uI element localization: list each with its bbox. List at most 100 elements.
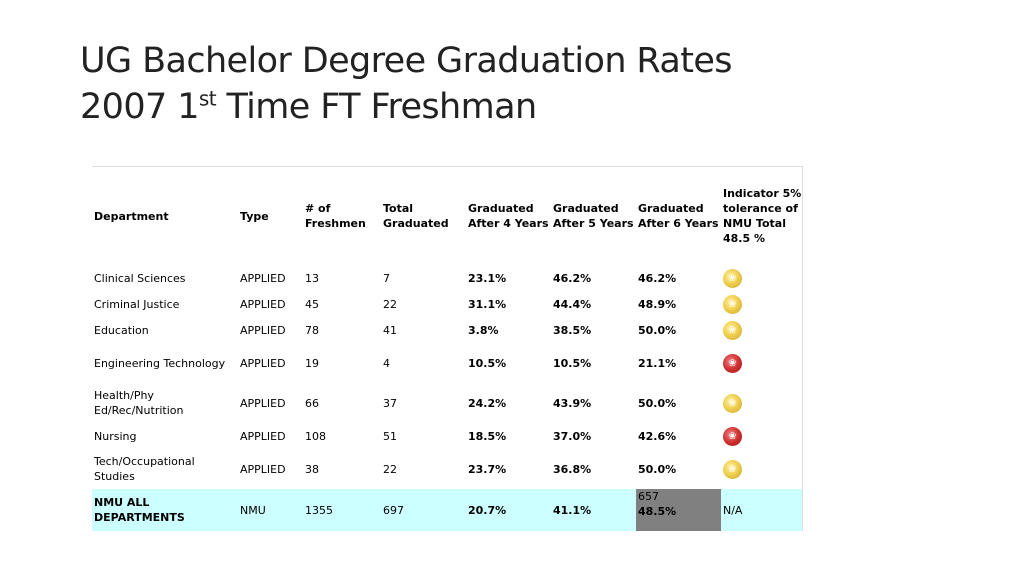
- cell-total-graduated: 37: [383, 396, 397, 410]
- cell-total-graduated: 51: [383, 429, 397, 443]
- cell-type: APPLIED: [240, 297, 286, 311]
- paw-print-icon: ❀: [728, 397, 737, 409]
- cell-after-5: 43.9%: [553, 396, 592, 410]
- cell-after-5: 44.4%: [553, 297, 592, 311]
- paw-medal-icon: ❀: [723, 393, 742, 413]
- cell-after-5: 37.0%: [553, 429, 592, 443]
- header-freshmen: # of Freshmen: [305, 202, 366, 230]
- cell-indicator: ❀: [721, 291, 802, 317]
- paw-medal-icon: ❀: [723, 320, 742, 340]
- cell-type: APPLIED: [240, 271, 286, 285]
- header-indicator: Indicator 5% tolerance of NMU Total 48.5…: [723, 187, 802, 245]
- cell-total-graduated: 22: [383, 462, 397, 476]
- cell-department: Nursing: [94, 429, 137, 443]
- cell-after-6: 50.0%: [638, 462, 677, 476]
- table-row: Tech/Occupational Studies APPLIED 38 22 23.7…: [92, 449, 802, 489]
- cell-after-4: 24.2%: [468, 396, 507, 410]
- cell-after-6: 21.1%: [638, 356, 677, 370]
- paw-medal-icon: ❀: [723, 268, 742, 288]
- cell-after-4: 23.7%: [468, 462, 507, 476]
- cell-indicator: ❀: [721, 317, 802, 343]
- cell-total-graduated: 7: [383, 271, 390, 285]
- table-row: Education APPLIED 78 41 3.8% 38.5% 50.0% ❀: [92, 317, 802, 343]
- slide-title: UG Bachelor Degree Graduation Rates 2007…: [80, 38, 733, 130]
- title-line-1: UG Bachelor Degree Graduation Rates: [80, 41, 733, 81]
- title-line-2-pre: 2007 1: [80, 87, 199, 127]
- total-department: NMU ALL DEPARTMENTS: [94, 496, 185, 524]
- cell-freshmen: 45: [305, 297, 319, 311]
- cell-after-6: 42.6%: [638, 429, 677, 443]
- cell-after-4: 23.1%: [468, 271, 507, 285]
- cell-department: Health/Phy Ed/Rec/Nutrition: [94, 389, 184, 417]
- cell-after-5: 36.8%: [553, 462, 592, 476]
- title-line-2-post: Time FT Freshman: [215, 87, 537, 127]
- cell-type: APPLIED: [240, 323, 286, 337]
- title-superscript: st: [198, 86, 217, 111]
- cell-after-6: 50.0%: [638, 396, 677, 410]
- total-type: NMU: [240, 503, 266, 517]
- table-row: Nursing APPLIED 108 51 18.5% 37.0% 42.6% ❀: [92, 423, 802, 449]
- cell-type: APPLIED: [240, 396, 286, 410]
- cell-indicator: ❀: [721, 449, 802, 489]
- header-department: Department: [94, 209, 169, 223]
- cell-indicator: ❀: [721, 383, 802, 423]
- total-graduated: 697: [383, 503, 404, 517]
- cell-type: APPLIED: [240, 356, 286, 370]
- cell-freshmen: 78: [305, 323, 319, 337]
- cell-after-5: 38.5%: [553, 323, 592, 337]
- cell-type: APPLIED: [240, 462, 286, 476]
- header-after-6: Graduated After 6 Years: [638, 202, 719, 230]
- cell-indicator: ❀: [721, 265, 802, 291]
- header-after-4: Graduated After 4 Years: [468, 202, 549, 230]
- header-after-5: Graduated After 5 Years: [553, 202, 634, 230]
- paw-medal-icon: ❀: [723, 353, 742, 373]
- paw-print-icon: ❀: [728, 272, 737, 284]
- cell-freshmen: 66: [305, 396, 319, 410]
- total-freshmen: 1355: [305, 503, 333, 517]
- cell-department: Education: [94, 323, 149, 337]
- cell-after-4: 18.5%: [468, 429, 507, 443]
- cell-after-4: 3.8%: [468, 323, 499, 337]
- cell-total-graduated: 22: [383, 297, 397, 311]
- cell-after-6: 46.2%: [638, 271, 677, 285]
- cell-after-4: 31.1%: [468, 297, 507, 311]
- cell-total-graduated: 41: [383, 323, 397, 337]
- table-row: Engineering Technology APPLIED 19 4 10.5% 10.…: [92, 343, 802, 383]
- cell-after-6: 50.0%: [638, 323, 677, 337]
- total-after-5: 41.1%: [553, 503, 592, 517]
- cell-after-6: 48.9%: [638, 297, 677, 311]
- total-after-6: 657 48.5%: [636, 489, 721, 531]
- table-row: Health/Phy Ed/Rec/Nutrition APPLIED 66 37 24…: [92, 383, 802, 423]
- cell-after-4: 10.5%: [468, 356, 507, 370]
- cell-department: Criminal Justice: [94, 297, 180, 311]
- graduation-rates-table: Department Type # of Freshmen Total Grad…: [92, 167, 802, 531]
- cell-type: APPLIED: [240, 429, 286, 443]
- header-type: Type: [240, 209, 269, 223]
- cell-freshmen: 13: [305, 271, 319, 285]
- cell-indicator: ❀: [721, 343, 802, 383]
- cell-department: Clinical Sciences: [94, 271, 186, 285]
- header-total-graduated: Total Graduated: [383, 202, 449, 230]
- table-header-row: Department Type # of Freshmen Total Grad…: [92, 167, 802, 265]
- cell-freshmen: 38: [305, 462, 319, 476]
- total-indicator: N/A: [723, 503, 743, 517]
- cell-after-5: 46.2%: [553, 271, 592, 285]
- paw-medal-icon: ❀: [723, 426, 742, 446]
- paw-medal-icon: ❀: [723, 294, 742, 314]
- graduation-table-container: Department Type # of Freshmen Total Grad…: [92, 166, 803, 531]
- total-after-4: 20.7%: [468, 503, 507, 517]
- table-row-total: NMU ALL DEPARTMENTS NMU 1355 697 20.7% 41.1% 6…: [92, 489, 802, 531]
- paw-medal-icon: ❀: [723, 459, 742, 479]
- cell-indicator: ❀: [721, 423, 802, 449]
- title-line-2: 2007 1st Time FT Freshman: [80, 84, 732, 130]
- cell-total-graduated: 4: [383, 356, 390, 370]
- paw-print-icon: ❀: [728, 430, 737, 442]
- table-row: Clinical Sciences APPLIED 13 7 23.1% 46.2% 46.…: [92, 265, 802, 291]
- paw-print-icon: ❀: [728, 357, 737, 369]
- paw-print-icon: ❀: [728, 463, 737, 475]
- cell-department: Tech/Occupational Studies: [94, 455, 195, 483]
- cell-department: Engineering Technology: [94, 356, 226, 370]
- cell-freshmen: 19: [305, 356, 319, 370]
- table-row: Criminal Justice APPLIED 45 22 31.1% 44.4% 48.…: [92, 291, 802, 317]
- total-after-6-pct: 48.5%: [638, 505, 677, 518]
